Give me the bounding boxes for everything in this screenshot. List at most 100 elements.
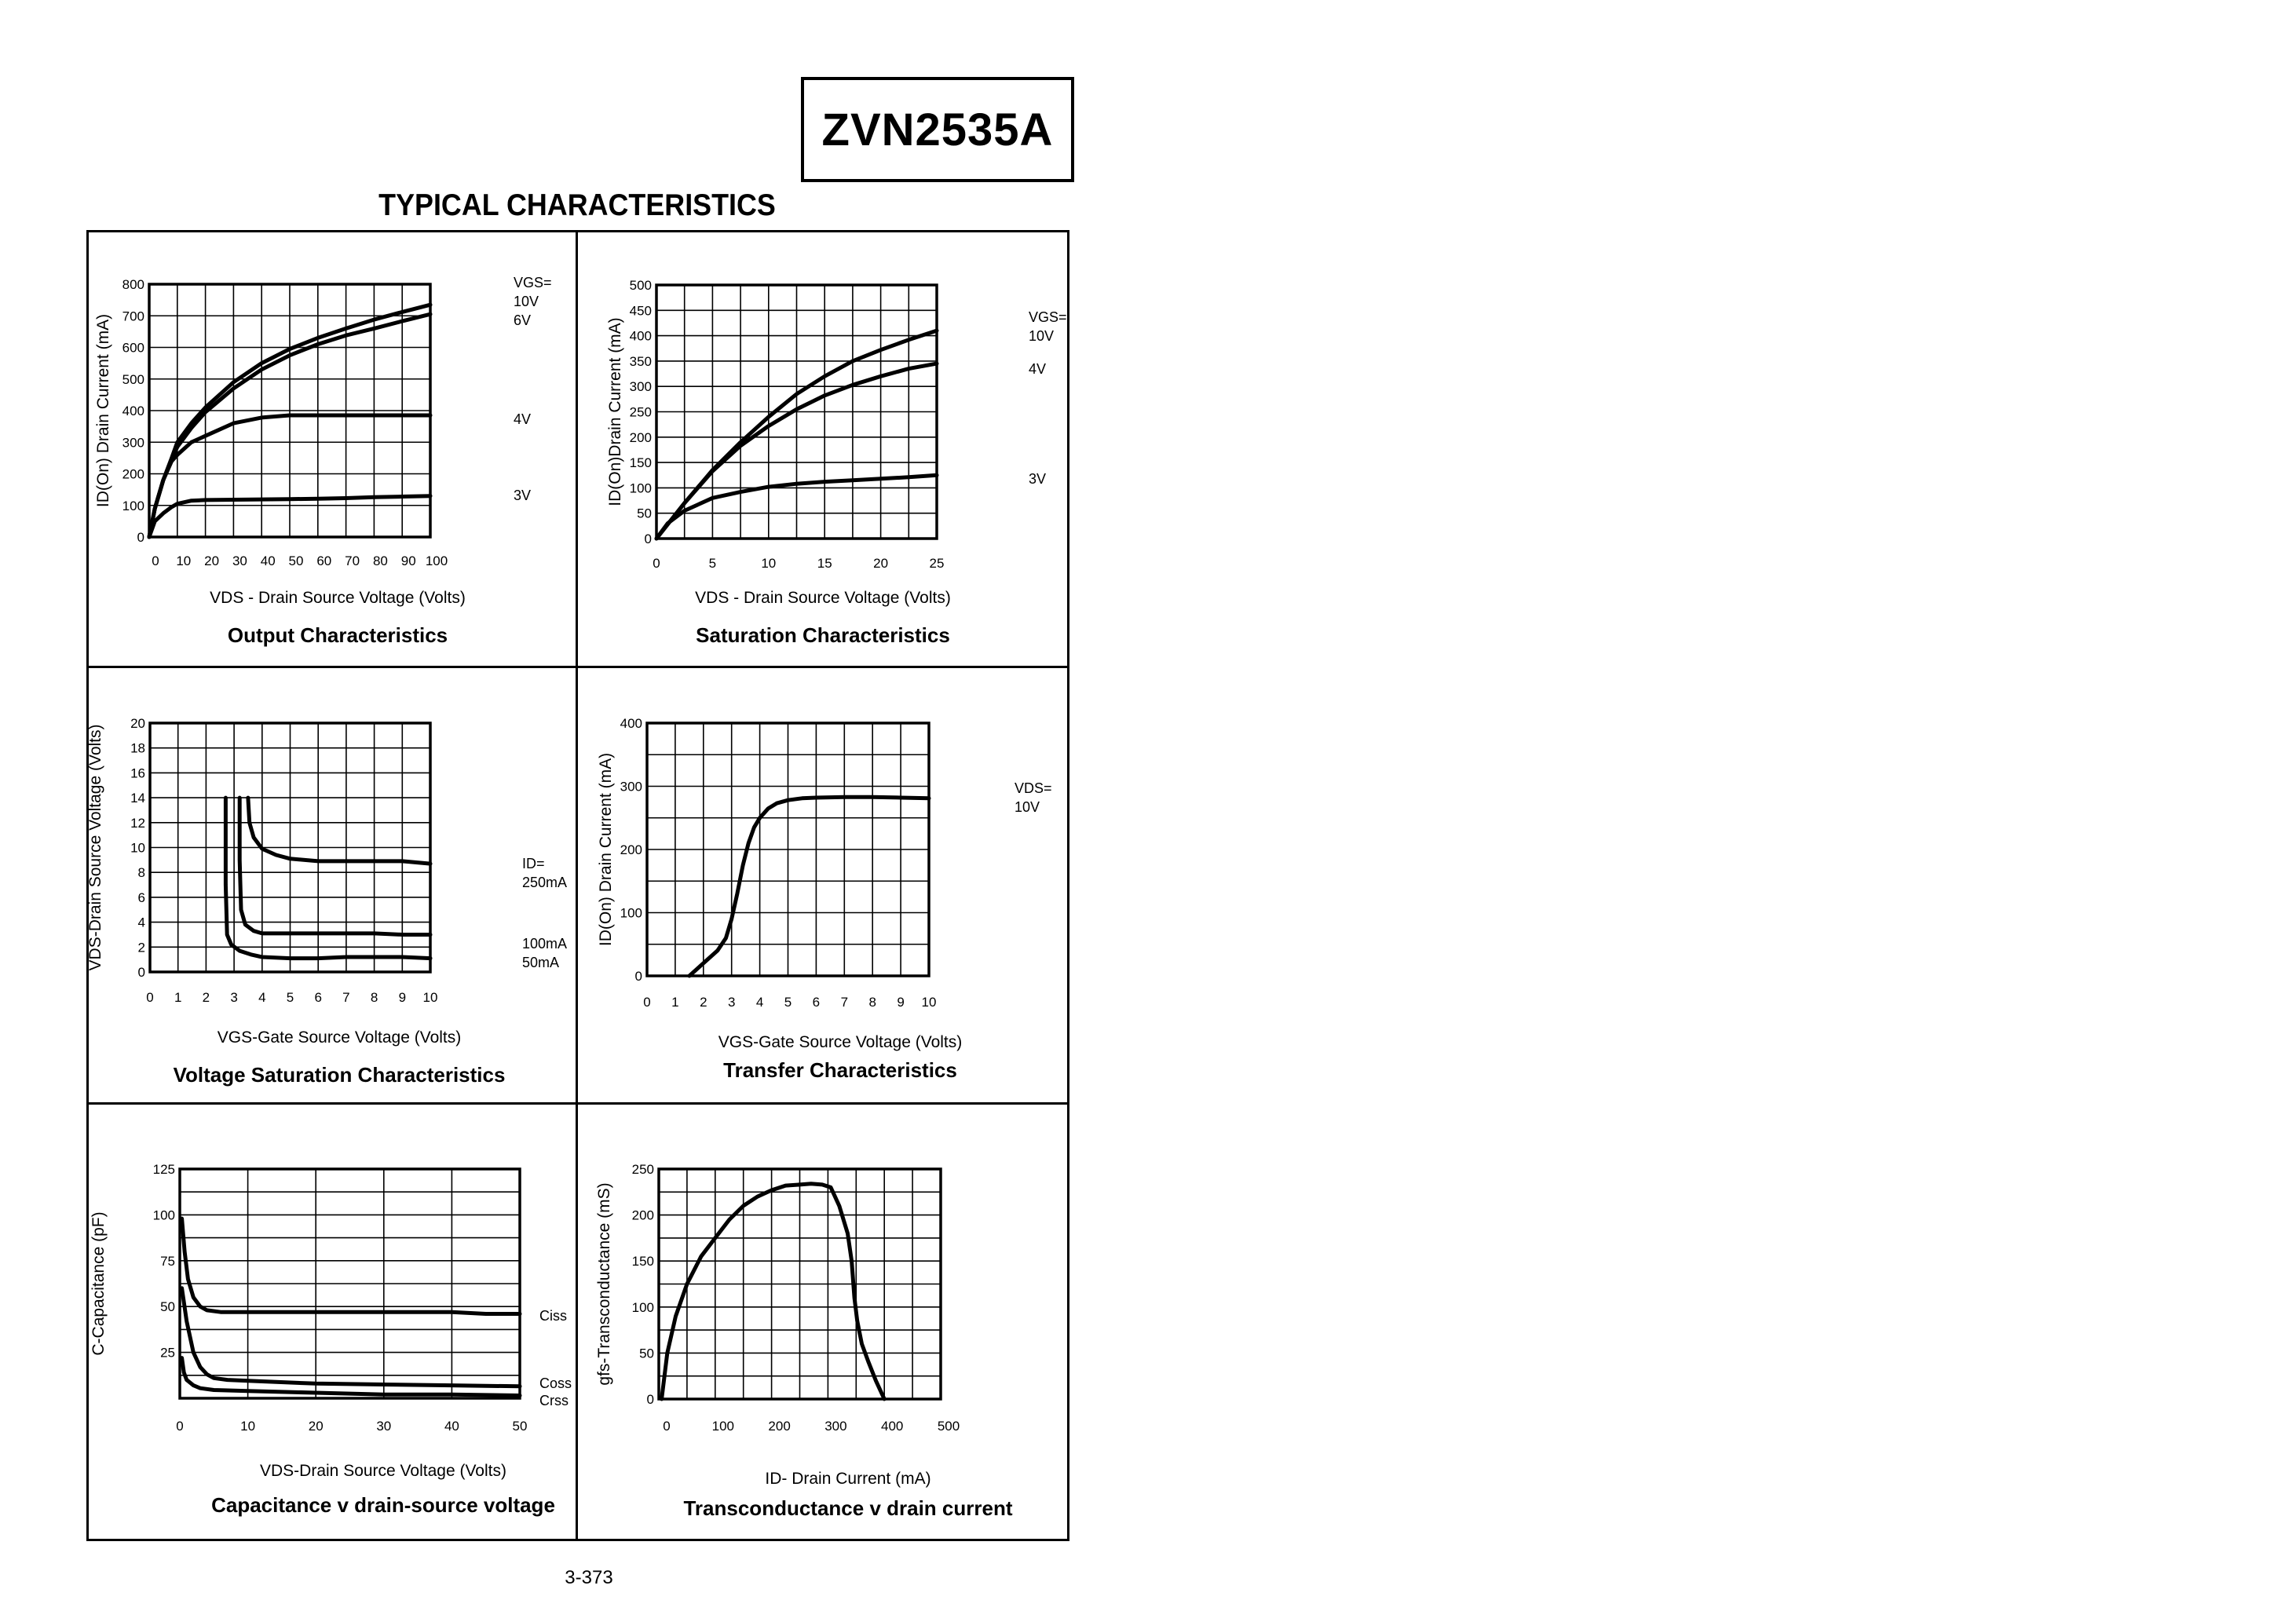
x-tick-label: 2: [203, 990, 210, 1005]
x-tick-label: 0: [176, 1419, 183, 1434]
x-tick-label: 10: [240, 1419, 255, 1434]
y-tick-label: 0: [647, 1392, 654, 1407]
chart-title: Transfer Characteristics: [723, 1058, 957, 1082]
x-tick-label: 15: [817, 556, 832, 571]
x-tick-label: 10: [761, 556, 776, 571]
x-axis-label: VGS-Gate Source Voltage (Volts): [718, 1033, 963, 1051]
charts-frame: [86, 230, 1069, 1541]
x-tick-label: 50: [289, 553, 304, 568]
x-axis-label: VDS - Drain Source Voltage (Volts): [210, 589, 466, 607]
x-tick-label: 20: [204, 553, 219, 568]
x-tick-label: 5: [287, 990, 294, 1005]
y-axis-label: VDS-Drain Source Voltage (Volts): [86, 725, 104, 971]
chart-capacitance: 0 10 20 30 40 50 25 50 75 100 125 VDS-Drain Source …: [90, 1162, 572, 1517]
series-label: 6V: [514, 312, 531, 328]
y-tick-label: 200: [630, 430, 652, 445]
y-tick-label: 200: [122, 467, 144, 482]
x-tick-label: 20: [873, 556, 888, 571]
y-tick-label: 200: [620, 842, 642, 857]
y-tick-label: 250: [630, 405, 652, 420]
y-tick-label: 300: [630, 379, 652, 394]
y-tick-label: 14: [130, 791, 145, 806]
y-tick-label: 50: [160, 1299, 175, 1314]
x-tick-label: 0: [643, 995, 650, 1010]
section-title: TYPICAL CHARACTERISTICS: [378, 188, 776, 222]
y-tick-label: 4: [138, 915, 145, 930]
y-tick-label: 500: [122, 372, 144, 387]
x-tick-label: 25: [930, 556, 945, 571]
y-tick-label: 200: [632, 1208, 654, 1223]
x-tick-label: 6: [314, 990, 321, 1005]
plot-area: [655, 283, 938, 540]
x-tick-label: 9: [399, 990, 406, 1005]
chart-title: Saturation Characteristics: [696, 623, 950, 647]
x-tick-label: 9: [897, 995, 904, 1010]
y-tick-label: 12: [130, 816, 145, 831]
series-line-Crss: [180, 1356, 522, 1397]
y-tick-label: 50: [639, 1346, 654, 1361]
x-tick-label: 3: [230, 990, 237, 1005]
x-tick-label: 7: [841, 995, 848, 1010]
y-tick-label: 100: [630, 480, 652, 495]
y-tick-label: 25: [160, 1346, 175, 1361]
y-tick-label: 450: [630, 303, 652, 318]
y-tick-label: 18: [130, 741, 145, 756]
y-tick-label: 350: [630, 354, 652, 369]
y-tick-label: 125: [153, 1162, 175, 1177]
x-tick-label: 5: [709, 556, 716, 571]
x-tick-label: 40: [444, 1419, 459, 1434]
x-tick-label: 80: [373, 553, 388, 568]
x-tick-label: 8: [371, 990, 378, 1005]
series-label: 3V: [514, 488, 531, 503]
x-tick-label: 4: [756, 995, 763, 1010]
x-tick-label: 2: [700, 995, 707, 1010]
x-tick-label: 30: [232, 553, 247, 568]
y-tick-label: 2: [138, 940, 145, 955]
chart-saturation: 0 5 10 15 20 25050100150200250300350400450500…: [606, 278, 1067, 647]
series-label: 10V: [1015, 799, 1040, 815]
y-tick-label: 10: [130, 841, 145, 856]
y-tick-label: 250: [632, 1162, 654, 1177]
y-tick-label: 0: [137, 530, 144, 545]
x-tick-label: 0: [653, 556, 660, 571]
y-tick-label: 300: [620, 780, 642, 795]
x-tick-label: 8: [868, 995, 876, 1010]
series-label: Ciss: [539, 1308, 567, 1324]
y-tick-label: 400: [620, 716, 642, 731]
series-label: 3V: [1029, 471, 1046, 487]
page-number: 3-373: [565, 1567, 613, 1588]
row-divider-2: [86, 1102, 1069, 1105]
series-label: 250mA: [522, 875, 567, 890]
series-label: 10V: [1029, 328, 1054, 344]
series-line-250mA: [246, 795, 433, 866]
series-line-10V: [687, 795, 931, 978]
y-tick-label: 400: [630, 329, 652, 344]
x-tick-label: 300: [824, 1419, 846, 1434]
x-tick-label: 0: [146, 990, 153, 1005]
chart-title: Transconductance v drain current: [683, 1496, 1012, 1520]
y-tick-label: 50: [637, 506, 652, 521]
series-label: 4V: [1029, 361, 1046, 377]
y-tick-label: 16: [130, 765, 145, 780]
x-tick-label: 10: [176, 553, 191, 568]
y-tick-label: 800: [122, 277, 144, 292]
legend-title: VGS=: [1029, 309, 1067, 325]
y-tick-label: 150: [632, 1254, 654, 1269]
series-line-100mA: [237, 795, 433, 937]
plot-area: [178, 1167, 521, 1400]
y-tick-label: 100: [632, 1300, 654, 1315]
y-tick-label: 500: [630, 278, 652, 293]
row-divider-1: [86, 666, 1069, 668]
y-axis-label: ID(On) Drain Current (mA): [94, 314, 112, 507]
x-tick-label: 1: [174, 990, 181, 1005]
x-tick-label: 0: [152, 553, 159, 568]
y-tick-label: 150: [630, 455, 652, 470]
x-tick-label: 1: [671, 995, 678, 1010]
legend-title: ID=: [522, 856, 545, 871]
y-tick-label: 600: [122, 341, 144, 356]
plot-area: [148, 721, 432, 974]
x-tick-label: 90: [401, 553, 416, 568]
x-tick-label: 200: [768, 1419, 790, 1434]
y-tick-label: 100: [620, 906, 642, 921]
